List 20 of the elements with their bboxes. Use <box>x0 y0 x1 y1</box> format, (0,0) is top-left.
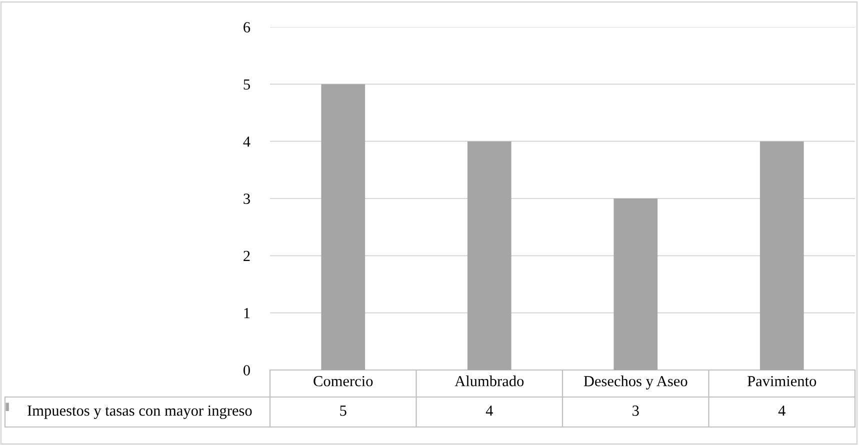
x-tick-label: Pavimiento <box>748 376 816 386</box>
data-label: 4 <box>778 406 786 416</box>
data-label: 5 <box>340 406 346 416</box>
bar <box>614 198 658 370</box>
y-tick-label: 4 <box>243 136 250 147</box>
y-tick-label: 0 <box>244 365 250 376</box>
y-tick-label: 5 <box>244 79 250 90</box>
y-tick-label: 3 <box>244 194 250 204</box>
data-label: 4 <box>486 406 493 416</box>
bar <box>760 141 804 370</box>
data-label: 3 <box>632 406 639 416</box>
bar <box>467 141 512 370</box>
x-tick-label: Comercio <box>314 376 373 386</box>
legend-label: Impuestos y tasas con mayor ingreso <box>28 406 252 419</box>
x-tick-label: Desechos y Aseo <box>584 376 688 390</box>
x-tick-label: Alumbrado <box>454 376 524 386</box>
y-tick-label: 1 <box>244 308 250 318</box>
y-tick-label: 6 <box>244 22 250 32</box>
y-tick-label: 2 <box>244 250 250 261</box>
bar <box>321 84 366 370</box>
